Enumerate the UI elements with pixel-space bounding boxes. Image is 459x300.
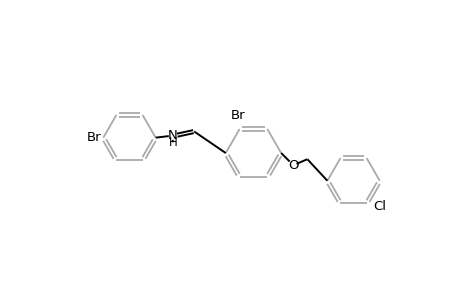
Text: Br: Br	[86, 131, 101, 144]
Text: N: N	[168, 129, 177, 142]
Text: Br: Br	[230, 109, 245, 122]
Text: H: H	[168, 136, 177, 149]
Text: Cl: Cl	[372, 200, 385, 213]
Text: O: O	[288, 159, 298, 172]
